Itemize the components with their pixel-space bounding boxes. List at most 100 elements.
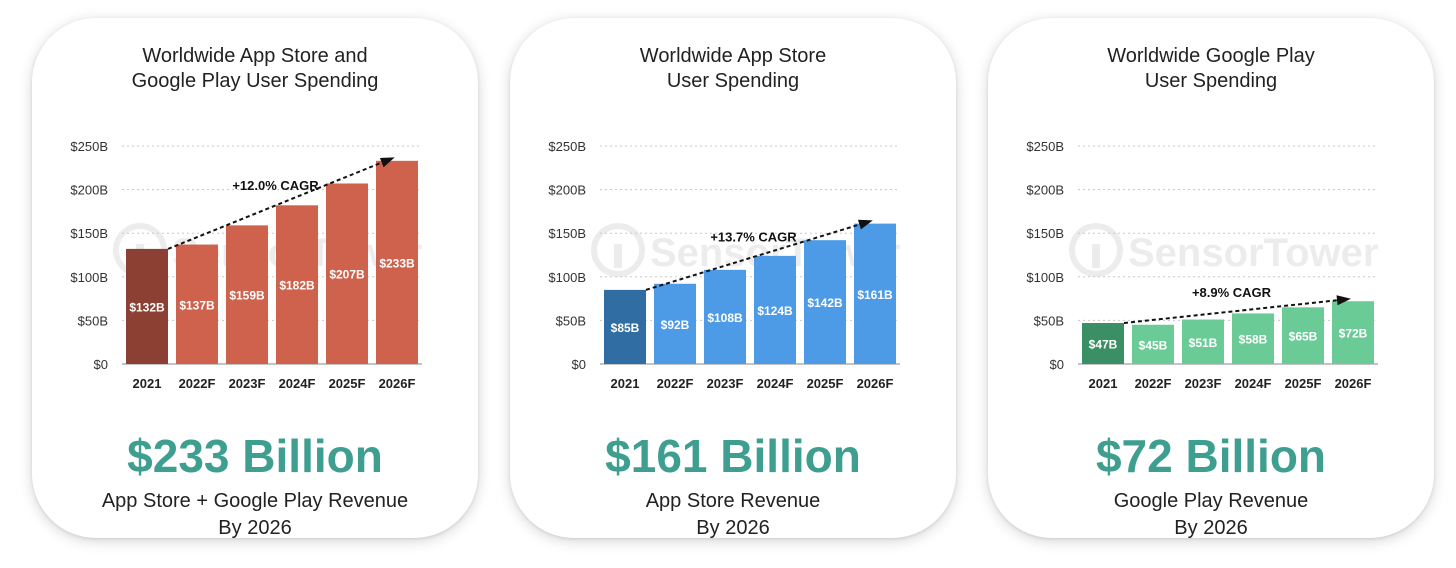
bar bbox=[126, 248, 168, 364]
bar-value-label: $51B bbox=[1189, 336, 1218, 350]
caption-line: App Store Revenue bbox=[645, 490, 821, 512]
bar-value-label: $108B bbox=[707, 311, 743, 325]
bar bbox=[1132, 324, 1174, 364]
y-tick-label: $0 bbox=[572, 357, 586, 372]
x-tick-label: 2022F bbox=[657, 376, 694, 391]
y-tick-label: $50B bbox=[556, 313, 586, 328]
cagr-arrowhead bbox=[857, 219, 873, 230]
y-tick-label: $200B bbox=[1026, 183, 1064, 198]
bar-chart: SensorTower$0$50B$100B$150B$200B$250B$85… bbox=[548, 139, 900, 391]
x-tick-label: 2025F bbox=[329, 376, 366, 391]
bar bbox=[804, 240, 846, 364]
bar-value-label: $58B bbox=[1239, 333, 1268, 347]
x-tick-label: 2023F bbox=[229, 376, 266, 391]
chart-title-line: Worldwide App Store bbox=[639, 45, 827, 67]
chart-title-line: User Spending bbox=[1144, 70, 1278, 92]
caption-line: By 2026 bbox=[696, 517, 770, 539]
x-tick-label: 2024F bbox=[757, 376, 794, 391]
bar-value-label: $65B bbox=[1289, 330, 1318, 344]
x-tick-label: 2025F bbox=[1285, 376, 1322, 391]
cagr-arrowhead bbox=[1336, 295, 1351, 306]
bar bbox=[1232, 313, 1274, 364]
x-tick-label: 2026F bbox=[1335, 376, 1372, 391]
y-tick-label: $0 bbox=[1050, 357, 1064, 372]
cagr-trend-line bbox=[645, 220, 870, 291]
chart-card-google-play: Worldwide Google Play User Spending Sens… bbox=[988, 18, 1434, 539]
caption-line: App Store + Google Play Revenue bbox=[101, 490, 409, 512]
y-tick-label: $150B bbox=[1026, 226, 1064, 241]
y-tick-label: $150B bbox=[70, 226, 108, 241]
x-tick-label: 2021 bbox=[1089, 376, 1118, 391]
cagr-trend-line bbox=[167, 157, 392, 250]
watermark-logo-stem bbox=[614, 244, 622, 268]
chart-title: Worldwide App Store User Spending bbox=[510, 44, 956, 94]
bar bbox=[604, 289, 646, 364]
bar-value-label: $72B bbox=[1339, 327, 1368, 341]
bar-value-label: $137B bbox=[179, 298, 215, 312]
bar-value-label: $159B bbox=[229, 289, 265, 303]
bar bbox=[226, 225, 268, 364]
x-tick-label: 2022F bbox=[1135, 376, 1172, 391]
watermark-logo-icon bbox=[591, 223, 645, 277]
bar bbox=[1182, 319, 1224, 364]
x-tick-label: 2022F bbox=[179, 376, 216, 391]
y-tick-label: $100B bbox=[70, 270, 108, 285]
x-tick-label: 2026F bbox=[379, 376, 416, 391]
cagr-trend-line bbox=[1123, 298, 1348, 325]
cagr-annotation: +13.7% CAGR bbox=[710, 230, 797, 245]
bar-value-label: $45B bbox=[1139, 338, 1168, 352]
headline-caption: App Store + Google Play Revenue By 2026 bbox=[32, 488, 478, 542]
bar bbox=[276, 205, 318, 364]
x-tick-label: 2024F bbox=[279, 376, 316, 391]
bar bbox=[376, 160, 418, 364]
bar-value-label: $92B bbox=[661, 318, 690, 332]
y-tick-label: $250B bbox=[1026, 139, 1064, 154]
bar bbox=[754, 255, 796, 364]
headline-value: $72 Billion bbox=[1095, 430, 1327, 482]
y-tick-label: $50B bbox=[78, 313, 108, 328]
cagr-annotation: +8.9% CAGR bbox=[1192, 285, 1272, 300]
y-tick-label: $100B bbox=[1026, 270, 1064, 285]
bar-value-label: $233B bbox=[379, 256, 415, 270]
caption-line: By 2026 bbox=[1174, 517, 1248, 539]
bar-value-label: $207B bbox=[329, 268, 365, 282]
watermark-logo-icon bbox=[1069, 223, 1123, 277]
headline-value: $233 Billion bbox=[127, 430, 383, 482]
x-tick-label: 2025F bbox=[807, 376, 844, 391]
bar bbox=[654, 283, 696, 364]
caption-line: Google Play Revenue bbox=[1113, 490, 1309, 512]
bar-value-label: $142B bbox=[807, 296, 843, 310]
y-tick-label: $250B bbox=[70, 139, 108, 154]
y-tick-label: $250B bbox=[548, 139, 586, 154]
y-tick-label: $100B bbox=[548, 270, 586, 285]
chart-title: Worldwide App Store and Google Play User… bbox=[32, 44, 478, 94]
y-tick-label: $200B bbox=[548, 183, 586, 198]
chart-title-line: Worldwide Google Play bbox=[1107, 45, 1315, 67]
y-tick-label: $150B bbox=[548, 226, 586, 241]
bar bbox=[176, 244, 218, 364]
chart-card-total: Worldwide App Store and Google Play User… bbox=[32, 18, 478, 539]
bar-value-label: $182B bbox=[279, 279, 315, 293]
bar-value-label: $47B bbox=[1089, 338, 1118, 352]
bar-value-label: $132B bbox=[129, 300, 165, 314]
headline-caption: App Store Revenue By 2026 bbox=[510, 488, 956, 542]
cagr-arrowhead bbox=[379, 157, 395, 168]
caption-line: By 2026 bbox=[218, 517, 292, 539]
bar bbox=[704, 269, 746, 364]
x-tick-label: 2024F bbox=[1235, 376, 1272, 391]
watermark-logo: SensorTower bbox=[1069, 223, 1378, 277]
chart-title-line: User Spending bbox=[666, 70, 800, 92]
y-tick-label: $200B bbox=[70, 183, 108, 198]
watermark-text: SensorTower bbox=[1128, 231, 1378, 275]
bar bbox=[326, 183, 368, 364]
x-tick-label: 2021 bbox=[611, 376, 640, 391]
y-tick-label: $50B bbox=[1034, 313, 1064, 328]
bar-value-label: $124B bbox=[757, 304, 793, 318]
bar bbox=[1282, 307, 1324, 364]
watermark-logo-stem bbox=[1092, 244, 1100, 268]
bar-value-label: $85B bbox=[611, 321, 640, 335]
x-tick-label: 2021 bbox=[133, 376, 162, 391]
bar-chart: SensorTower$0$50B$100B$150B$200B$250B$13… bbox=[70, 139, 422, 391]
x-tick-label: 2023F bbox=[707, 376, 744, 391]
bar bbox=[1082, 323, 1124, 364]
